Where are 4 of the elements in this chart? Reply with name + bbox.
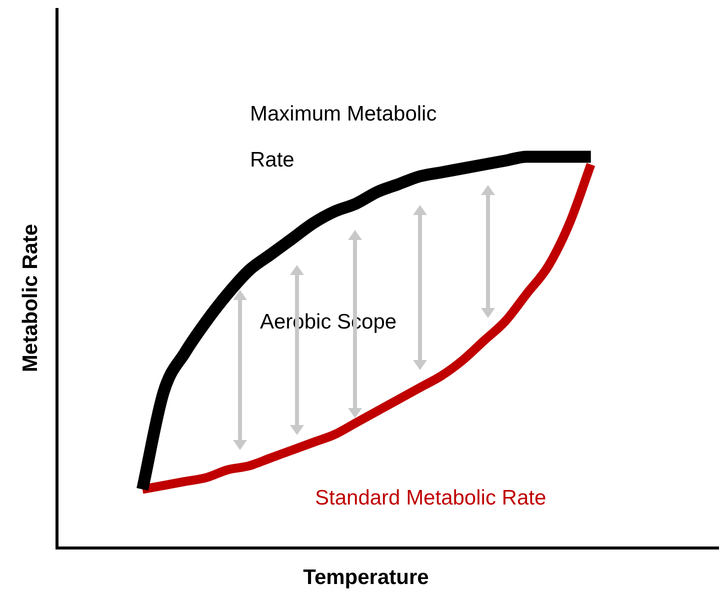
y-axis-title: Metabolic Rate bbox=[18, 224, 42, 372]
x-axis-title: Temperature bbox=[303, 566, 429, 589]
series-label: Maximum Metabolic Rate bbox=[250, 102, 437, 172]
series-label: Standard Metabolic Rate bbox=[315, 486, 546, 510]
